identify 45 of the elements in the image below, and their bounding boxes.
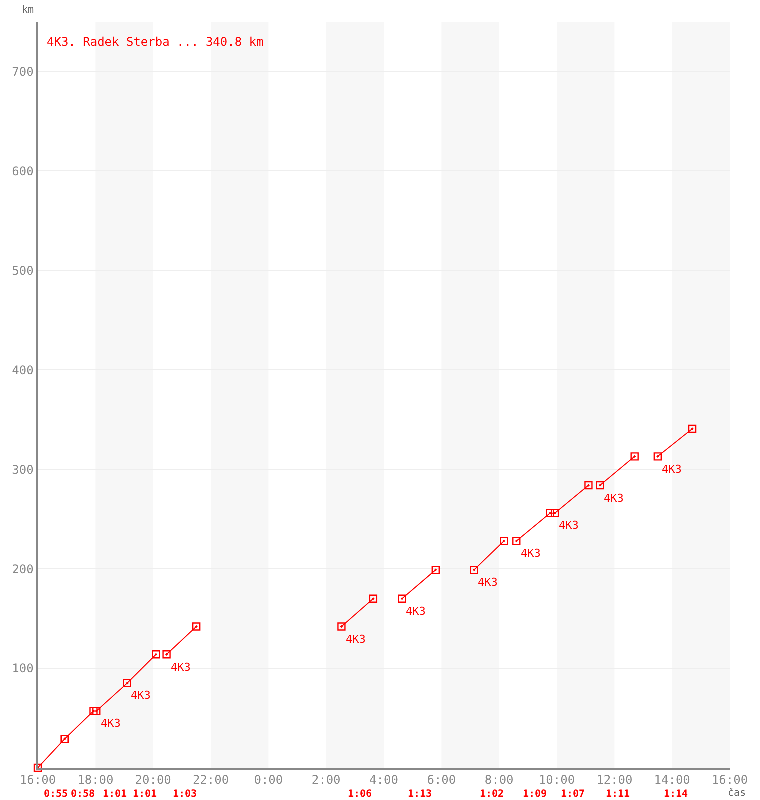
y-tick-label: 700 <box>12 64 34 79</box>
y-tick-label: 600 <box>12 164 34 178</box>
x-tick-label: 8:00 <box>484 773 514 788</box>
text: 1:06 <box>348 789 372 800</box>
annotation: 4K3 <box>662 463 682 476</box>
text: 4K3. Radek Sterba ... 340.8 km <box>47 35 264 49</box>
annotation: 4K3 <box>559 519 579 532</box>
x-tick-label: 22:00 <box>192 773 230 788</box>
text: 1:11 <box>606 789 630 800</box>
y-tick-label: 500 <box>12 264 34 278</box>
x-tick-label: 0:00 <box>254 773 284 788</box>
text: 1:02 <box>480 789 504 800</box>
text: 0:58 <box>71 789 96 800</box>
annotation: 4K3 <box>478 576 498 589</box>
annotation: 4K3 <box>101 717 121 730</box>
y-tick-label: 300 <box>12 462 34 477</box>
x-tick-label: 18:00 <box>78 773 114 788</box>
text: 1:01 <box>133 789 158 800</box>
x-tick-label: 16:00 <box>20 773 56 788</box>
annotation: 4K3 <box>406 605 426 618</box>
x-tick-label: 20:00 <box>135 773 172 788</box>
text: 1:01 <box>103 789 128 800</box>
text: 0:55 <box>44 789 68 800</box>
x-tick-label: 2:00 <box>312 773 341 788</box>
annotation: 4K3 <box>131 689 151 702</box>
annotation: 4K3 <box>521 547 541 560</box>
y-axis-title: km <box>22 5 34 16</box>
x-tick-label: 10:00 <box>538 773 576 788</box>
text: 1:03 <box>173 789 198 800</box>
text: 1:09 <box>523 789 548 800</box>
annotation: 4K3 <box>346 633 366 646</box>
x-tick-label: 14:00 <box>654 773 690 788</box>
x-tick-label: 6:00 <box>427 773 456 788</box>
text: 1:14 <box>664 789 688 800</box>
x-tick-label: 16:00 <box>712 773 748 788</box>
x-tick-label: 4:00 <box>370 773 398 788</box>
x-axis-title: čas <box>728 788 746 799</box>
annotation: 4K3 <box>604 492 624 505</box>
x-tick-label: 12:00 <box>596 773 633 788</box>
annotation: 4K3 <box>171 661 191 674</box>
text: 1:07 <box>561 789 586 800</box>
y-tick-label: 200 <box>12 562 34 576</box>
y-tick-label: 400 <box>12 363 34 378</box>
text: 1:13 <box>408 789 432 800</box>
y-tick-label: 100 <box>12 662 34 676</box>
